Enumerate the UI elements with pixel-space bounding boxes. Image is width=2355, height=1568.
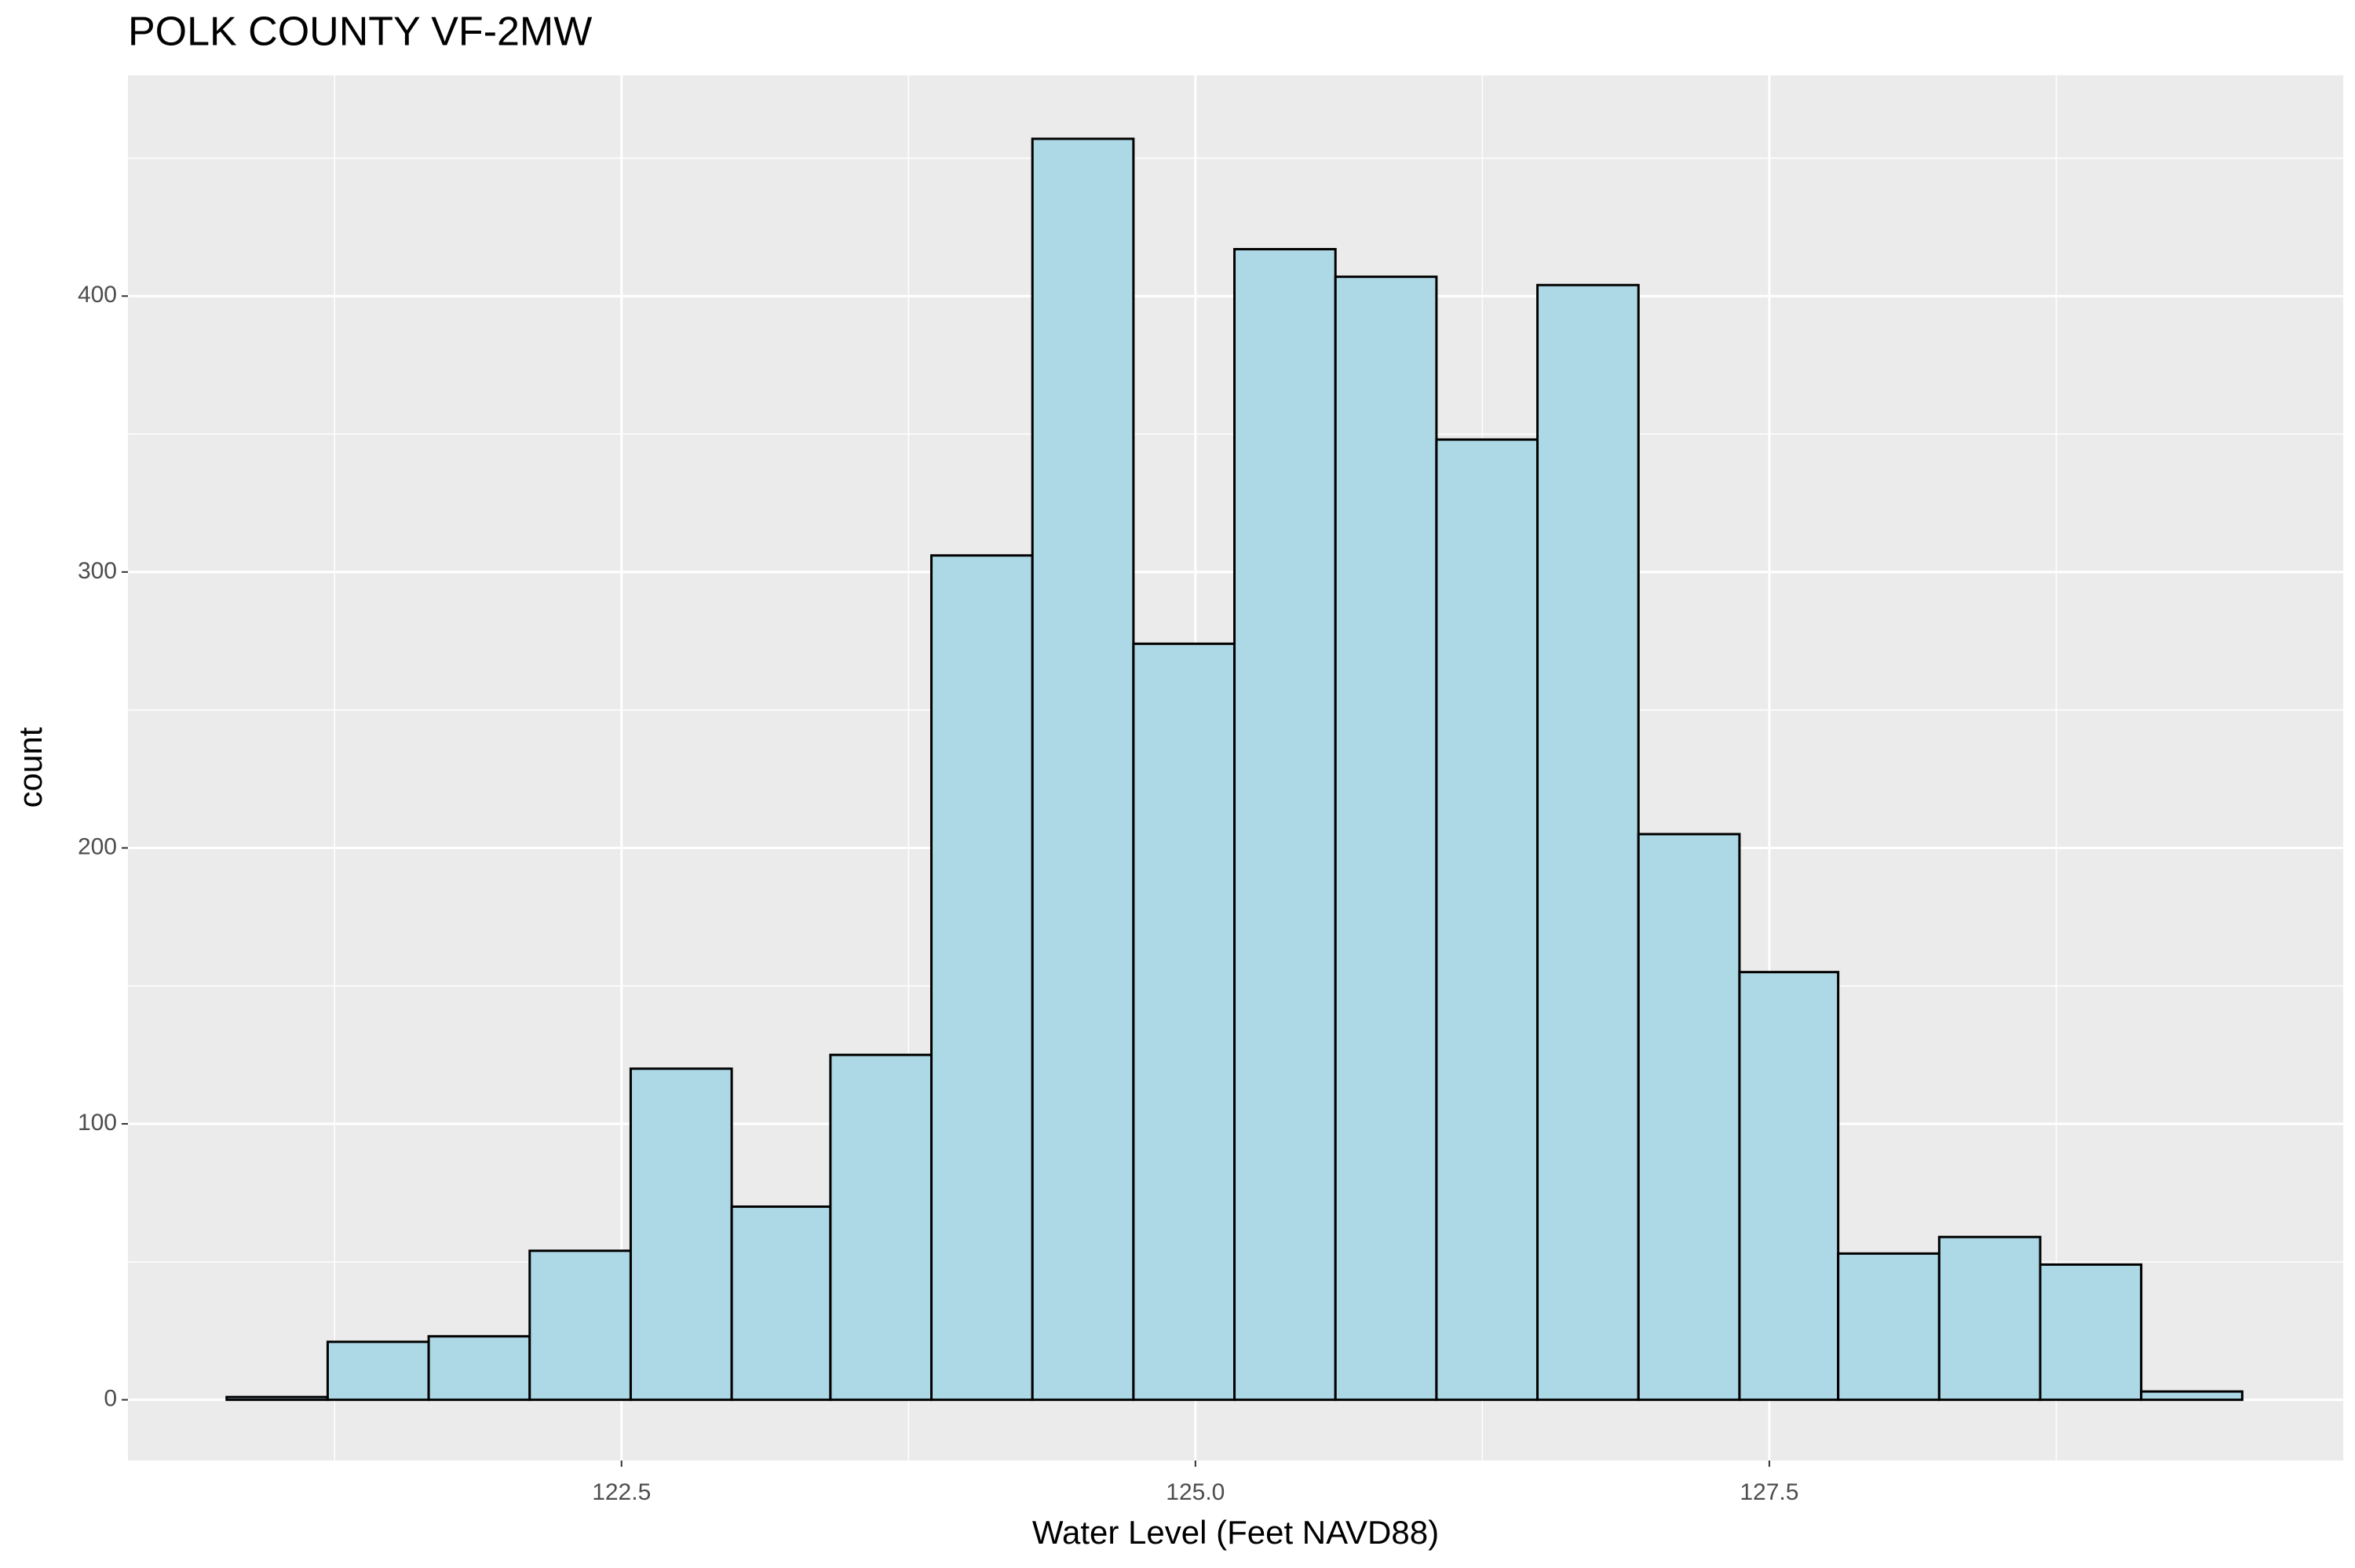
bar bbox=[427, 1335, 531, 1402]
bar bbox=[930, 554, 1034, 1402]
bar bbox=[528, 1249, 632, 1402]
bar bbox=[1937, 1235, 2042, 1402]
x-tick-label: 122.5 bbox=[592, 1479, 651, 1505]
bar bbox=[1738, 971, 1840, 1402]
bar bbox=[829, 1053, 933, 1402]
chart-title: POLK COUNTY VF-2MW bbox=[128, 9, 592, 55]
bar bbox=[1334, 275, 1438, 1402]
y-tick-label: 300 bbox=[78, 558, 117, 584]
bar bbox=[2039, 1263, 2143, 1402]
bar bbox=[326, 1340, 430, 1402]
y-tick-label: 0 bbox=[104, 1386, 117, 1412]
x-axis-title: Water Level (Feet NAVD88) bbox=[1032, 1514, 1439, 1551]
bar bbox=[1132, 642, 1236, 1402]
bar bbox=[1837, 1252, 1941, 1402]
bar bbox=[1637, 833, 1741, 1402]
y-tick-label: 400 bbox=[78, 282, 117, 308]
bar bbox=[1536, 283, 1640, 1402]
y-tick-label: 100 bbox=[78, 1110, 117, 1136]
x-tick-label: 125.0 bbox=[1166, 1479, 1225, 1505]
y-tick-label: 200 bbox=[78, 833, 117, 859]
bar bbox=[1233, 248, 1337, 1402]
bar bbox=[225, 1395, 329, 1402]
bar bbox=[1435, 438, 1539, 1402]
y-axis-title: count bbox=[12, 727, 49, 808]
bar bbox=[2140, 1390, 2244, 1402]
x-tick-label: 127.5 bbox=[1740, 1479, 1798, 1505]
bar bbox=[629, 1067, 733, 1402]
bar bbox=[730, 1205, 832, 1402]
bar bbox=[1031, 137, 1135, 1402]
